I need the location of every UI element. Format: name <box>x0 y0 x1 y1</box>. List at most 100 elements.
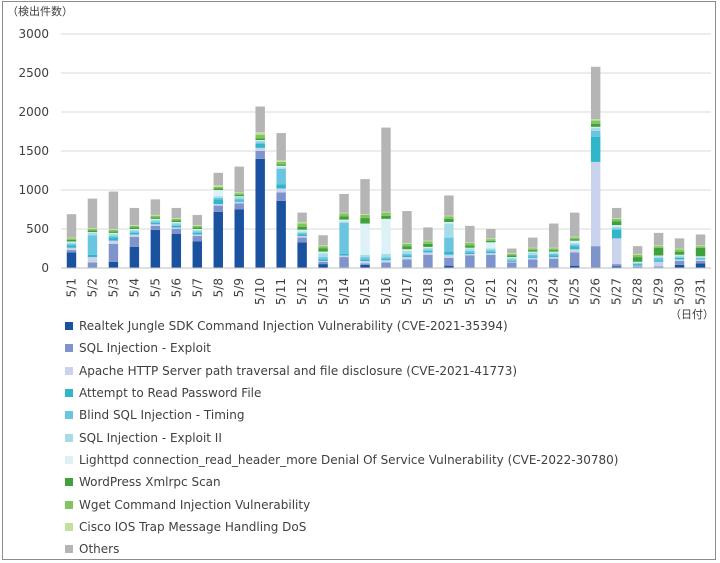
bar-segment <box>129 229 140 232</box>
bar-segment <box>653 260 664 262</box>
bar-segment <box>549 250 559 252</box>
legend-label: Others <box>79 542 120 557</box>
bar-segment <box>213 205 223 212</box>
bar-segment <box>444 218 454 222</box>
bar-segment <box>528 252 538 255</box>
bar-segment <box>108 240 119 244</box>
bar-segment <box>465 225 475 243</box>
bar-segment <box>276 200 286 268</box>
bar-segment <box>590 66 601 120</box>
bar-segment <box>381 257 391 259</box>
bar-segment <box>549 247 559 249</box>
bar-segment <box>108 237 119 241</box>
x-tick-label: 5/23 <box>526 278 540 305</box>
bar-segment <box>590 127 601 131</box>
x-tick-label: 5/27 <box>610 278 624 305</box>
bar-segment <box>339 222 349 254</box>
bar-segment <box>528 247 538 249</box>
bar-segment <box>486 250 496 252</box>
bar-segment <box>66 238 77 240</box>
bar-segment <box>171 233 182 268</box>
bar-segment <box>66 241 77 243</box>
legend-label: Attempt to Read Password File <box>79 386 262 401</box>
x-tick-label: 5/3 <box>106 278 120 297</box>
legend-label: Wget Command Injection Vulnerability <box>79 497 311 512</box>
bar-segment <box>486 238 496 240</box>
bar-segment <box>423 249 433 251</box>
bar-segment <box>423 246 433 248</box>
legend-label: SQL Injection - Exploit II <box>79 430 222 445</box>
bar-segment <box>150 218 161 220</box>
bar-segment <box>318 251 328 254</box>
bar-segment <box>255 140 265 143</box>
legend-item: SQL Injection - Exploit <box>65 337 618 359</box>
bar-segment <box>674 257 685 260</box>
bar-segment <box>297 231 307 233</box>
bar-segment <box>318 259 328 261</box>
bar-segment <box>339 221 349 223</box>
bar-segment <box>695 247 706 257</box>
bar-segment <box>611 218 622 219</box>
bar-segment <box>192 225 203 226</box>
bar-segment <box>444 254 454 258</box>
bar-segment <box>339 212 349 214</box>
bar-segment <box>528 250 538 252</box>
bar-segment <box>129 234 140 237</box>
legend-swatch <box>65 455 73 464</box>
bar-segment <box>695 257 706 259</box>
bar-segment <box>528 256 538 258</box>
bar-segment <box>339 216 349 220</box>
bar-segment <box>486 254 496 268</box>
bar-segment <box>444 221 454 224</box>
x-tick-label: 5/19 <box>442 278 456 305</box>
legend-label: Blind SQL Injection - Timing <box>79 408 245 423</box>
bar-segment <box>276 133 286 161</box>
bar-segment <box>632 254 643 258</box>
legend-item: Blind SQL Injection - Timing <box>65 404 618 426</box>
bar-segment <box>695 259 706 261</box>
bar-segment <box>507 248 517 254</box>
bar-segment <box>590 123 601 127</box>
bar-segment <box>674 254 685 256</box>
bar-segment <box>549 253 559 256</box>
bar-segment <box>611 228 622 230</box>
legend-item: Realtek Jungle SDK Command Injection Vul… <box>65 315 618 337</box>
bar-segment <box>234 203 244 210</box>
bar-segment <box>381 211 391 213</box>
bar-segment <box>569 239 580 241</box>
bar-segment <box>632 246 643 254</box>
bar-segment <box>465 248 475 251</box>
bar-segment <box>674 255 685 258</box>
bar-segment <box>108 232 119 234</box>
bar-segment <box>569 240 580 244</box>
bar-segment <box>255 142 265 144</box>
bar-segment <box>66 214 77 238</box>
bar-segment <box>674 249 685 252</box>
bar-segment <box>339 193 349 213</box>
bar-segment <box>318 264 328 268</box>
x-tick-label: 5/12 <box>295 278 309 305</box>
bar-segment <box>213 185 223 187</box>
bar-segment <box>87 235 98 255</box>
bar-segment <box>66 243 77 246</box>
bar-segment <box>528 248 538 251</box>
x-tick-label: 5/13 <box>316 278 330 305</box>
bar-segment <box>695 260 706 264</box>
bar-segment <box>192 214 203 226</box>
bar-segment <box>360 264 370 268</box>
bar-segment <box>569 244 580 247</box>
bar-segment <box>590 246 601 268</box>
bar-segment <box>213 197 223 200</box>
legend-label: Apache HTTP Server path traversal and fi… <box>79 363 518 378</box>
bar-segment <box>129 225 140 226</box>
bar-segment <box>695 256 706 258</box>
bar-segment <box>87 228 98 229</box>
legend-item: Apache HTTP Server path traversal and fi… <box>65 360 618 382</box>
bar-segment <box>234 201 244 204</box>
bar-segment <box>360 214 370 219</box>
bar-segment <box>108 229 119 232</box>
bar-segment <box>423 250 433 253</box>
legend-item: Cisco IOS Trap Message Handling DoS <box>65 516 618 538</box>
bar-segment <box>611 264 622 267</box>
bar-segment <box>611 207 622 219</box>
